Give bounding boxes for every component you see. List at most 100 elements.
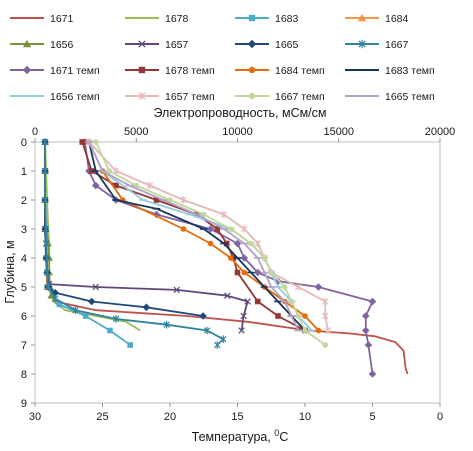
legend-item-1665-temp: 1665 темп	[345, 91, 435, 103]
data-point	[43, 254, 51, 262]
y-axis-tick-label: 3	[21, 224, 27, 236]
data-point	[42, 225, 50, 233]
data-point	[324, 326, 332, 335]
legend-marker	[138, 40, 146, 48]
data-point	[361, 326, 370, 335]
data-point	[44, 283, 52, 291]
y-axis-tick-label: 8	[21, 369, 27, 381]
data-point	[203, 326, 211, 335]
legend-item-1683-temp: 1683 темп	[345, 65, 435, 77]
y-axis-tick-label: 0	[21, 137, 27, 149]
data-point	[234, 269, 241, 276]
data-point	[253, 268, 262, 277]
legend-label: 1671 темп	[50, 65, 100, 77]
data-point	[200, 211, 207, 218]
data-point	[314, 283, 323, 291]
legend-marker	[248, 66, 256, 74]
data-point	[41, 196, 49, 204]
bottom-axis-tick-label: 0	[437, 411, 443, 423]
series-line-1657	[44, 142, 249, 331]
data-point	[43, 268, 51, 277]
top-axis-title: Электропроводность, мСм/см	[153, 106, 326, 120]
top-axis-tick-label: 15000	[323, 126, 354, 138]
data-point	[142, 303, 151, 312]
data-point	[227, 255, 234, 261]
legend-item-1684: 1684	[345, 13, 409, 25]
data-point	[241, 225, 248, 233]
data-point	[88, 168, 95, 174]
bottom-axis-tick-label: 10	[299, 411, 311, 423]
data-point	[224, 292, 231, 299]
y-axis-tick-label: 1	[21, 166, 27, 178]
data-point	[214, 341, 221, 349]
data-point	[52, 294, 59, 303]
data-point	[41, 225, 49, 233]
data-point	[254, 298, 261, 305]
bottom-axis-title-prefix: Температура,	[192, 430, 275, 444]
data-point	[268, 269, 275, 276]
bottom-axis-title: Температура, 0С	[192, 428, 289, 444]
data-point	[106, 168, 113, 174]
legend-marker	[138, 66, 146, 74]
legend-label: 1656	[50, 39, 74, 51]
data-point	[220, 210, 228, 219]
data-point	[112, 315, 120, 323]
data-point	[364, 341, 373, 349]
legend-item-1656-temp: 1656 темп	[10, 91, 100, 103]
bottom-axis-title-sup: 0	[274, 428, 279, 438]
top-axis-tick-label: 0	[32, 126, 38, 138]
data-point	[41, 167, 49, 175]
data-point	[146, 181, 153, 190]
legend-item-1671: 1671	[10, 13, 74, 25]
data-point	[315, 327, 322, 334]
data-point	[207, 240, 214, 247]
legend-label: 1667	[385, 39, 409, 51]
legend-marker	[357, 13, 367, 22]
legend-item-1678: 1678	[125, 13, 189, 25]
series-layer	[41, 138, 409, 378]
data-point	[322, 297, 329, 306]
data-point	[42, 254, 50, 262]
legend-marker	[22, 65, 32, 75]
legend-marker	[248, 14, 256, 22]
data-point	[107, 327, 113, 334]
data-point	[51, 289, 60, 297]
legend-item-1683: 1683	[235, 13, 299, 25]
data-point	[295, 283, 302, 291]
legend-label: 1657	[165, 39, 189, 51]
y-axis-tick-label: 5	[21, 282, 27, 294]
legend-marker	[138, 91, 146, 101]
legend-marker	[247, 39, 257, 49]
legend-item-1667-temp: 1667 темп	[235, 91, 325, 103]
bottom-axis-tick-label: 20	[164, 411, 176, 423]
y-axis-tick-label: 6	[21, 311, 27, 323]
data-point	[82, 313, 89, 319]
data-point	[113, 182, 119, 189]
legend-item-1667: 1667	[345, 39, 409, 51]
data-point	[180, 226, 187, 232]
data-point	[322, 342, 329, 348]
series-1667-temp	[92, 139, 329, 348]
legend-label: 1684 темп	[275, 65, 325, 77]
legend-item-1657-temp: 1657 темп	[125, 91, 215, 103]
y-axis-tick-label: 4	[21, 253, 27, 265]
data-point	[361, 312, 370, 320]
legend-item-1657: 1657	[125, 39, 189, 51]
series-line-1671-temp	[84, 141, 374, 375]
legend-label: 1667 темп	[275, 91, 325, 103]
legend-label: 1684	[385, 13, 409, 25]
legend-label: 1671	[50, 13, 74, 25]
data-point	[240, 254, 249, 262]
data-point	[288, 298, 295, 305]
data-point	[206, 225, 215, 233]
legend-label: 1657 темп	[165, 91, 215, 103]
legend-item-1671-temp: 1671 темп	[10, 65, 100, 77]
data-point	[240, 312, 247, 320]
y-axis-tick-label: 2	[21, 195, 27, 207]
top-axis-tick-label: 10000	[222, 126, 253, 138]
legend-item-1678-temp: 1678 темп	[125, 65, 215, 77]
legend-marker	[248, 92, 256, 100]
data-point	[153, 197, 160, 203]
